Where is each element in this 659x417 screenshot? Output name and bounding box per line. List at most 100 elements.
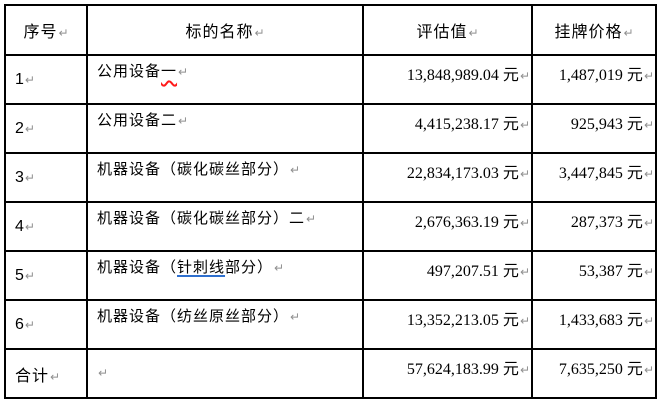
- cell-listing: 287,373 元↵: [531, 201, 657, 252]
- paragraph-mark-icon: ↵: [643, 363, 654, 377]
- paragraph-mark-icon: ↵: [643, 118, 654, 132]
- total-label: 合计: [15, 367, 50, 385]
- table-row: 3↵ 机器设备（碳化碳丝部分）↵ 22,834,173.03 元↵ 3,447,845…: [4, 152, 657, 203]
- listing-value: 53,387 元: [578, 263, 643, 280]
- cell-name: 公用设备一↵: [86, 54, 364, 105]
- cell-no: 3↵: [4, 152, 88, 203]
- paragraph-mark-icon: ↵: [306, 212, 317, 226]
- paragraph-mark-icon: ↵: [24, 121, 35, 136]
- paragraph-mark-icon: ↵: [519, 314, 530, 328]
- paragraph-mark-icon: ↵: [24, 170, 35, 185]
- cell-listing: 53,387 元↵: [531, 250, 657, 301]
- paragraph-mark-icon: ↵: [178, 65, 189, 79]
- cell-assessed: 13,352,213.05 元↵: [362, 299, 533, 350]
- paragraph-mark-icon: ↵: [643, 69, 654, 83]
- table-row: 2↵ 公用设备二↵ 4,415,238.17 元↵ 925,943 元↵: [4, 103, 657, 154]
- name-segment: 部分）: [225, 260, 274, 276]
- paragraph-mark-icon: ↵: [519, 216, 530, 230]
- table-row: 1↵ 公用设备一↵ 13,848,989.04 元↵ 1,487,019 元↵: [4, 54, 657, 105]
- paragraph-mark-icon: ↵: [519, 69, 530, 83]
- paragraph-mark-icon: ↵: [468, 26, 479, 40]
- cell-assessed: 2,676,363.19 元↵: [362, 201, 533, 252]
- header-cell-assessed: 评估值↵: [362, 4, 533, 56]
- cell-no: 6↵: [4, 299, 88, 350]
- total-row: 合计↵ ↵ 57,624,183.99 元↵ 7,635,250 元↵: [4, 348, 657, 399]
- row-number: 3: [15, 168, 24, 186]
- listing-value: 3,447,845 元: [558, 165, 643, 182]
- cell-name: 机器设备（针刺线部分）↵: [86, 250, 364, 301]
- header-label: 标的名称: [185, 24, 254, 41]
- paragraph-mark-icon: ↵: [178, 114, 189, 128]
- total-assessed-value: 57,624,183.99 元: [406, 361, 519, 378]
- listing-value: 1,487,019 元: [558, 67, 643, 84]
- paragraph-mark-icon: ↵: [643, 167, 654, 181]
- header-cell-listing: 挂牌价格↵: [531, 4, 657, 56]
- header-cell-no: 序号↵: [4, 4, 88, 56]
- name-segment: 机器设备（: [97, 260, 178, 276]
- cell-no: 4↵: [4, 201, 88, 252]
- spellcheck-underlined-text: 一: [161, 64, 178, 80]
- cell-total-listing: 7,635,250 元↵: [531, 348, 657, 399]
- assessed-value: 22,834,173.03 元: [406, 165, 519, 182]
- name-segment: 公用设备二: [97, 113, 178, 129]
- cell-listing: 3,447,845 元↵: [531, 152, 657, 203]
- row-number: 2: [15, 119, 24, 137]
- cell-no: 5↵: [4, 250, 88, 301]
- cell-listing: 1,487,019 元↵: [531, 54, 657, 105]
- listing-value: 287,373 元: [570, 214, 643, 231]
- name-segment: 公用设备: [97, 64, 162, 80]
- cell-listing: 925,943 元↵: [531, 103, 657, 154]
- cell-name: 公用设备二↵: [86, 103, 364, 154]
- paragraph-mark-icon: ↵: [290, 163, 301, 177]
- header-label: 评估值: [416, 24, 468, 41]
- cell-assessed: 497,207.51 元↵: [362, 250, 533, 301]
- listing-value: 1,433,683 元: [558, 312, 643, 329]
- cell-assessed: 13,848,989.04 元↵: [362, 54, 533, 105]
- grammar-underlined-text: 针刺线: [177, 260, 226, 276]
- paragraph-mark-icon: ↵: [50, 369, 61, 384]
- paragraph-mark-icon: ↵: [24, 317, 35, 332]
- assessed-value: 4,415,238.17 元: [414, 116, 519, 133]
- paragraph-mark-icon: ↵: [623, 26, 634, 40]
- row-number: 1: [15, 70, 24, 88]
- cell-no: 1↵: [4, 54, 88, 105]
- paragraph-mark-icon: ↵: [519, 265, 530, 279]
- paragraph-mark-icon: ↵: [519, 167, 530, 181]
- paragraph-mark-icon: ↵: [519, 118, 530, 132]
- assets-table: 序号↵ 标的名称↵ 评估值↵ 挂牌价格↵ 1↵ 公用设备一↵ 13,848,989.…: [4, 4, 657, 399]
- table-row: 6↵ 机器设备（纺丝原丝部分）↵ 13,352,213.05 元↵ 1,433,683…: [4, 299, 657, 350]
- paragraph-mark-icon: ↵: [643, 216, 654, 230]
- header-label: 序号: [23, 24, 58, 41]
- listing-value: 925,943 元: [570, 116, 643, 133]
- cell-total-assessed: 57,624,183.99 元↵: [362, 348, 533, 399]
- header-row: 序号↵ 标的名称↵ 评估值↵ 挂牌价格↵: [4, 4, 657, 56]
- assessed-value: 13,352,213.05 元: [406, 312, 519, 329]
- paragraph-mark-icon: ↵: [643, 265, 654, 279]
- paragraph-mark-icon: ↵: [254, 26, 265, 40]
- paragraph-mark-icon: ↵: [58, 26, 69, 40]
- table-row: 5↵ 机器设备（针刺线部分）↵ 497,207.51 元↵ 53,387 元↵: [4, 250, 657, 301]
- paragraph-mark-icon: ↵: [290, 310, 301, 324]
- row-number: 5: [15, 266, 24, 284]
- paragraph-mark-icon: ↵: [24, 72, 35, 87]
- paragraph-mark-icon: ↵: [24, 219, 35, 234]
- name-segment: 机器设备（碳化碳丝部分）二: [97, 211, 306, 227]
- paragraph-mark-icon: ↵: [519, 363, 530, 377]
- paragraph-mark-icon: ↵: [274, 261, 285, 275]
- cell-listing: 1,433,683 元↵: [531, 299, 657, 350]
- total-listing-value: 7,635,250 元: [558, 361, 643, 378]
- cell-total-label: 合计↵: [4, 348, 88, 399]
- paragraph-mark-icon: ↵: [98, 366, 109, 380]
- cell-assessed: 22,834,173.03 元↵: [362, 152, 533, 203]
- assessed-value: 13,848,989.04 元: [406, 67, 519, 84]
- cell-name: 机器设备（碳化碳丝部分）↵: [86, 152, 364, 203]
- header-cell-name: 标的名称↵: [86, 4, 364, 56]
- paragraph-mark-icon: ↵: [24, 268, 35, 283]
- table-body: 1↵ 公用设备一↵ 13,848,989.04 元↵ 1,487,019 元↵ 2↵ 公用…: [4, 54, 657, 399]
- cell-no: 2↵: [4, 103, 88, 154]
- cell-name: 机器设备（纺丝原丝部分）↵: [86, 299, 364, 350]
- row-number: 6: [15, 315, 24, 333]
- header-label: 挂牌价格: [554, 24, 623, 41]
- name-segment: 机器设备（纺丝原丝部分）: [97, 309, 290, 325]
